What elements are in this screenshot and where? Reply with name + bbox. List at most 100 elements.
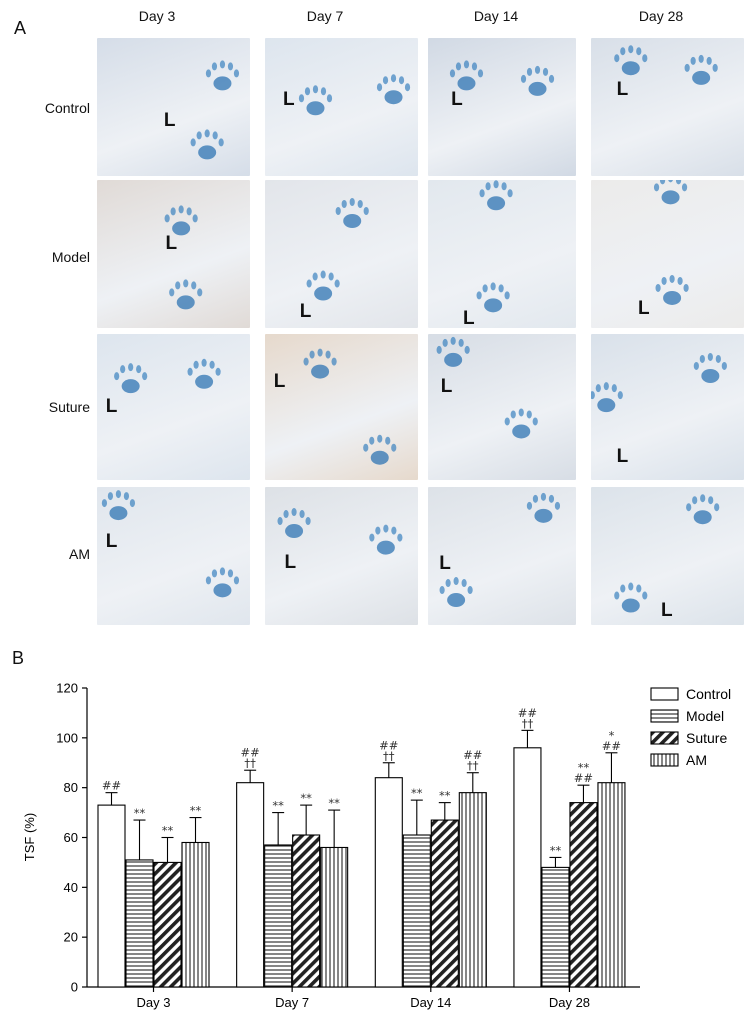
footprint-photo: L [591,487,744,625]
significance-marker: ** [162,824,174,838]
paw-print-icon [277,508,311,539]
paw-print-icon [614,582,648,613]
x-tick-label: Day 3 [137,995,171,1010]
left-paw-marker: L [616,79,629,101]
bar [402,834,431,988]
footprint-photo: L [591,334,744,480]
y-tick-label: 60 [64,830,78,845]
footprint-photo: L [265,487,418,625]
legend-label: AM [686,752,707,768]
legend-swatch [650,731,679,745]
bar [97,804,126,988]
significance-marker: †† [467,759,479,773]
bar [513,747,542,988]
left-paw-marker: L [105,531,118,553]
paw-print-icon [164,205,198,236]
significance-marker: * [609,728,615,742]
y-tick-label: 40 [64,880,78,895]
significance-marker: ** [272,799,284,813]
panel-b-label: B [12,648,25,668]
significance-marker: ## [518,706,537,720]
footprint-photo: L [428,180,576,328]
paw-print-icon [101,490,136,521]
footprint-photo: L [97,334,250,480]
footprint-photo: L [265,180,418,328]
row-label-suture: Suture [48,399,90,415]
paw-print-icon [449,60,484,91]
paw-print-icon [169,279,203,310]
footprint-photo: L [428,487,576,625]
paw-print-icon [479,180,513,211]
footprint-photo: L [97,180,250,328]
paw-print-icon [298,85,333,116]
paw-print-icon [655,274,689,305]
paw-print-icon [653,180,688,205]
row-label-control: Control [44,100,90,116]
y-axis-label: TSF (%) [22,813,37,861]
paw-print-icon [306,270,340,301]
footprint-photo: L [428,38,576,176]
significance-marker: ## [379,738,398,752]
y-tick-label: 0 [71,980,78,995]
paw-print-icon [363,434,397,465]
footprint-photo: L [428,334,576,480]
paw-print-icon [526,492,561,523]
significance-marker: ** [439,789,451,803]
paw-print-icon [439,577,473,608]
legend-label: Model [686,708,724,724]
footprint-photo: L [265,38,418,176]
left-paw-marker: L [282,89,295,111]
column-header-day7: Day 7 [306,8,344,24]
bar [236,782,265,988]
left-paw-marker: L [660,600,673,622]
y-tick-label: 20 [64,930,78,945]
left-paw-marker: L [616,445,629,467]
bar [430,819,459,988]
bar [458,792,487,988]
bar [181,841,210,988]
significance-marker: ** [550,843,562,857]
bar [292,834,321,988]
left-paw-marker: L [105,396,118,417]
left-paw-marker: L [165,232,178,254]
paw-print-icon [187,358,221,389]
column-header-day3: Day 3 [138,8,176,24]
legend-swatch [650,753,679,767]
paw-print-icon [376,74,411,105]
significance-marker: ## [574,771,593,785]
paw-print-icon [190,129,224,160]
footprint-photo: L [97,487,250,625]
x-tick-label: Day 14 [410,995,451,1010]
paw-print-icon [684,54,718,85]
footprint-photo: L [97,38,250,176]
paw-print-icon [335,198,369,228]
legend-label: Suture [686,730,727,746]
paw-print-icon [303,348,337,379]
paw-print-icon [476,282,510,313]
paw-print-icon [614,45,648,76]
paw-print-icon [205,567,240,598]
significance-marker: ## [463,748,482,762]
column-header-day28: Day 28 [638,8,684,24]
paw-print-icon [504,408,538,439]
x-tick-label: Day 28 [549,995,590,1010]
bar [569,802,598,988]
bar [597,782,626,988]
footprint-photo: L [591,180,744,328]
legend-label: Control [686,686,731,702]
significance-marker: ** [190,804,202,818]
left-paw-marker: L [439,553,451,575]
bar [153,861,182,988]
paw-print-icon [205,60,240,91]
significance-marker: ** [411,786,423,800]
significance-marker: ** [578,761,590,775]
legend-swatch [650,687,679,701]
significance-marker: ## [602,739,621,753]
footprint-photo: L [591,38,744,176]
x-tick-label: Day 7 [275,995,309,1010]
left-paw-marker: L [273,371,286,393]
significance-marker: ** [134,806,146,820]
footprint-photo: L [265,334,418,480]
panel-a-label: A [14,18,27,38]
paw-print-icon [520,65,555,96]
